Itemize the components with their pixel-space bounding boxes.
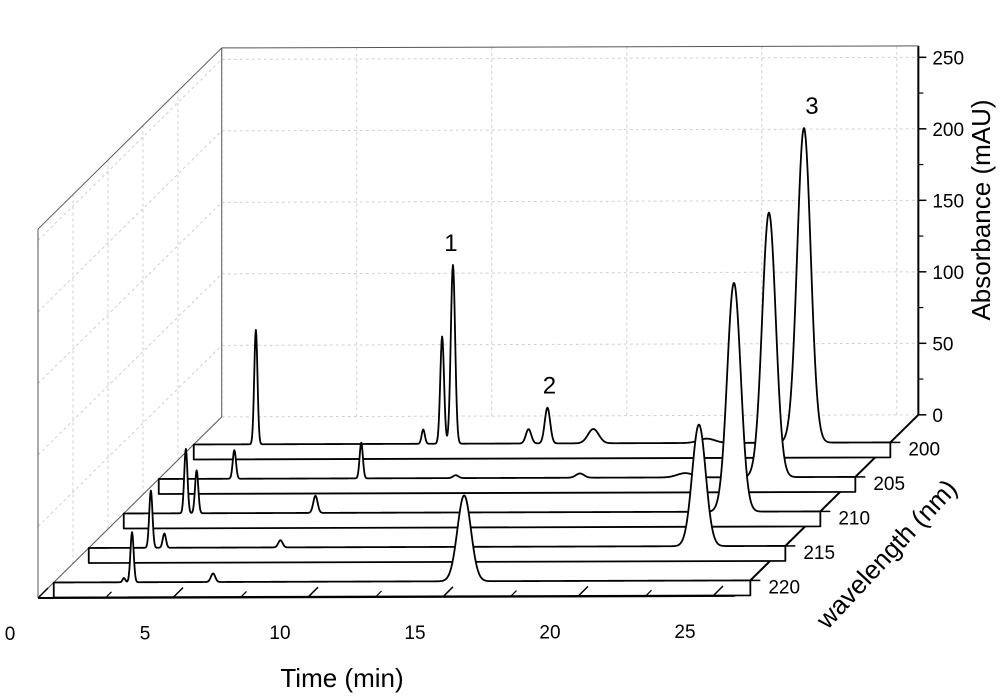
wavelength-tick-label: 210 [838, 508, 870, 529]
time-tick [442, 586, 454, 598]
back-wall-top-edge [221, 45, 919, 49]
side-wall-gridline [37, 130, 223, 313]
time-minor-tick [645, 589, 652, 597]
series-line [87, 423, 787, 564]
time-axis-title: Time (min) [280, 663, 403, 693]
wavelength-tick-label: 215 [803, 543, 835, 564]
absorbance-tick-label: 50 [932, 334, 953, 355]
series-line [192, 127, 892, 461]
peak-label: 2 [543, 373, 556, 400]
floor-left-edge [37, 416, 223, 599]
absorbance-tick-label: 150 [932, 191, 964, 212]
time-tick [307, 586, 319, 598]
back-wall-gridline [221, 271, 919, 275]
time-tick [37, 587, 49, 599]
label-layer: Time (min)Absorbance (mAU)wavelength (nm… [280, 93, 996, 693]
side-wall-top-edge [37, 47, 223, 230]
time-tick-label: 5 [140, 624, 151, 645]
side-wall-gridline [37, 345, 223, 527]
time-minor-tick [105, 591, 112, 599]
back-wall-gridline [221, 56, 919, 60]
time-tick-label: 10 [269, 623, 290, 644]
back-wall-gridline [221, 199, 919, 203]
back-wall-gridline [221, 128, 919, 132]
wavelength-tick-label: 200 [908, 439, 940, 460]
peak-label: 1 [444, 230, 457, 257]
absorbance-axis-title: Absorbance (mAU) [966, 99, 996, 320]
time-minor-tick [240, 590, 247, 598]
back-wall-gridline [221, 414, 919, 418]
time-tick-label: 0 [5, 624, 16, 645]
time-minor-tick [375, 590, 382, 598]
time-tick-label: 15 [404, 623, 425, 644]
wavelength-tick-label: 205 [873, 474, 905, 495]
series-200-nm [192, 127, 892, 461]
grid-layer [37, 45, 919, 599]
series-line [52, 494, 752, 599]
absorbance-tick-label: 0 [932, 406, 943, 427]
peak-label: 3 [805, 93, 818, 120]
series-layer [52, 127, 892, 599]
time-tick [172, 587, 184, 599]
side-wall-gridline [37, 202, 223, 384]
time-tick [577, 585, 589, 597]
time-tick [712, 585, 724, 597]
series-215-nm [87, 423, 787, 564]
side-wall-gridline [37, 59, 223, 241]
back-wall-gridline [221, 342, 919, 346]
time-tick-label: 25 [674, 622, 695, 643]
side-wall-gridline [37, 273, 223, 456]
series-220-nm [52, 494, 752, 599]
absorbance-tick-label: 200 [932, 120, 964, 141]
absorbance-tick-label: 100 [932, 263, 964, 284]
time-tick-label: 20 [539, 622, 560, 643]
time-minor-tick [510, 590, 517, 598]
absorbance-tick-label: 250 [932, 48, 964, 69]
wavelength-tick-label: 220 [768, 577, 800, 598]
